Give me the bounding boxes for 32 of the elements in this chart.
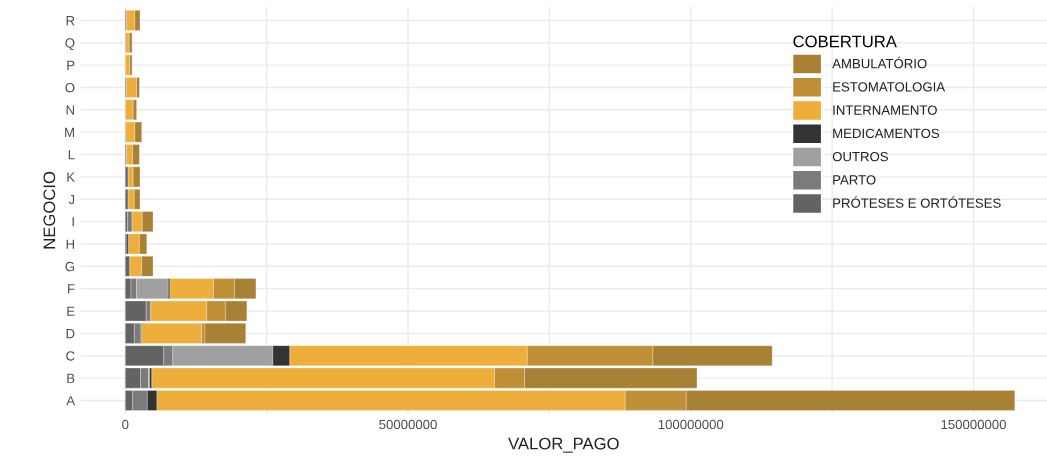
y-tick-label: R <box>66 16 75 26</box>
y-tick-label: F <box>68 284 75 294</box>
y-tick-label: Q <box>65 38 75 51</box>
y-tick-label: O <box>65 83 75 93</box>
y-tick-label: M <box>65 127 74 137</box>
x-tick-label: 100000000 <box>658 419 724 430</box>
legend-label: ESTOMATOLOGIA <box>833 82 946 92</box>
y-tick-label: G <box>65 261 75 272</box>
y-tick-label: N <box>66 105 74 115</box>
y-tick-label: L <box>68 150 75 160</box>
legend-label: PARTO <box>833 175 876 185</box>
legend-label: MEDICAMENTOS <box>833 128 940 139</box>
y-tick-label: D <box>66 329 75 339</box>
y-tick-label: J <box>68 194 75 205</box>
x-axis-title: VALOR_PAGO <box>508 437 619 453</box>
y-tick-label: A <box>66 396 76 406</box>
legend-title: COBERTURA <box>793 35 897 48</box>
y-tick-label: K <box>67 172 75 182</box>
y-tick-label: I <box>72 217 74 227</box>
y-tick-label: B <box>67 373 75 383</box>
y-tick-label: H <box>66 239 74 249</box>
y-tick-label: C <box>66 351 75 361</box>
y-tick-label: P <box>67 60 75 70</box>
legend-label: OUTROS <box>832 151 889 162</box>
legend-label: AMBULATÓRIO <box>832 56 927 69</box>
y-axis-title: NEGOCIO <box>43 171 56 249</box>
x-tick-label: 50000000 <box>379 419 437 430</box>
x-tick-label: 0 <box>122 419 129 430</box>
y-tick-label: E <box>67 306 75 316</box>
x-tick-label: 150000000 <box>941 419 1006 430</box>
legend-label: INTERNAMENTO <box>833 105 937 115</box>
legend-label: PRÓTESES E ORTÓTESES <box>833 196 1001 208</box>
